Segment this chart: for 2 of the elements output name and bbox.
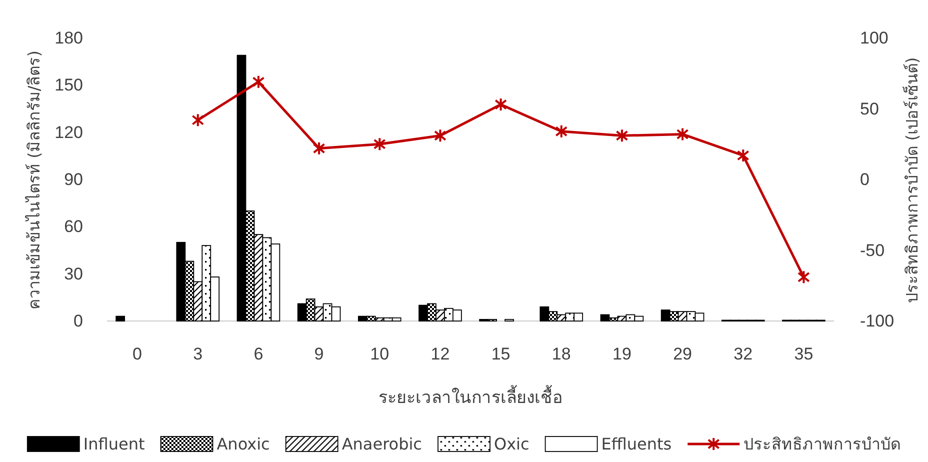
y2label: ประสิทธิภาพการบำบัด (เปอร์เซ็นต์)	[902, 57, 922, 303]
ylabel: ความเข้มข้นไนไตรท์ (มิลลิกรัม/ลิตร)	[24, 50, 44, 310]
